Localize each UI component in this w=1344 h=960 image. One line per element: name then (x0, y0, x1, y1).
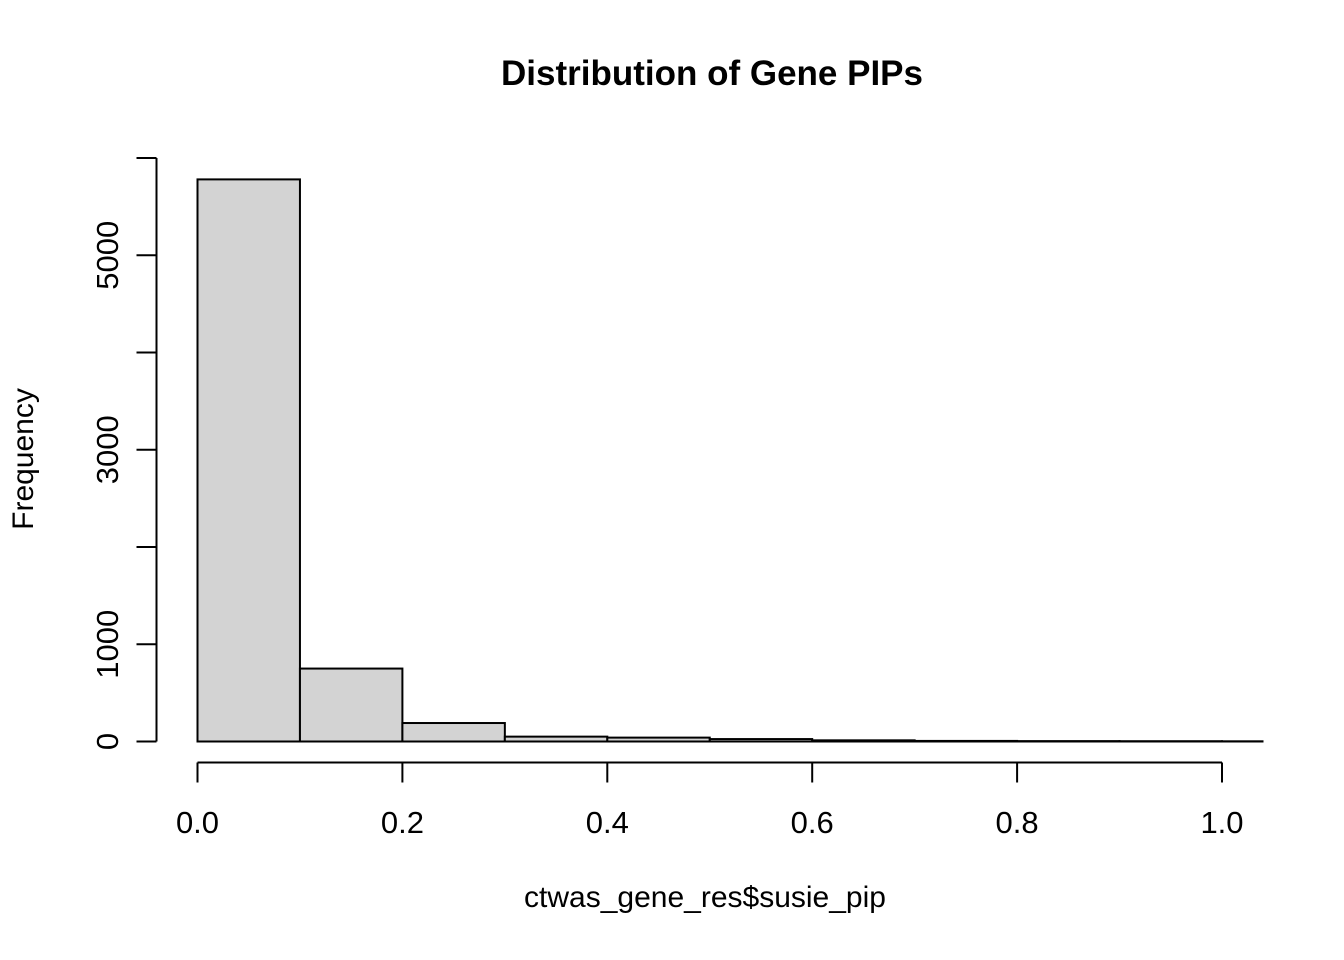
x-tick-label: 0.4 (586, 805, 629, 840)
histogram-bar (503, 735, 609, 743)
histogram-bar (196, 178, 301, 743)
x-axis-title: ctwas_gene_res$susie_pip (524, 881, 886, 914)
histogram-bar (298, 667, 404, 743)
x-tick-label: 0.0 (176, 805, 219, 840)
y-tick-label: 3000 (90, 415, 125, 484)
chart-title: Distribution of Gene PIPs (501, 54, 923, 93)
x-tick-label: 0.6 (791, 805, 834, 840)
histogram-bar (401, 722, 506, 743)
histogram-bar (606, 736, 711, 743)
bars-group (196, 178, 1264, 743)
y-tick-label: 5000 (90, 221, 125, 290)
histogram-bar (811, 739, 916, 743)
y-axis-title: Frequency (7, 388, 40, 530)
y-tick-label: 0 (90, 733, 125, 750)
x-tick-label: 0.8 (996, 805, 1039, 840)
y-tick-label: 1000 (90, 610, 125, 679)
histogram-bar (913, 739, 1019, 743)
x-tick-label: 0.2 (381, 805, 424, 840)
x-tick-label: 1.0 (1200, 805, 1243, 840)
histogram-bar (708, 738, 814, 743)
